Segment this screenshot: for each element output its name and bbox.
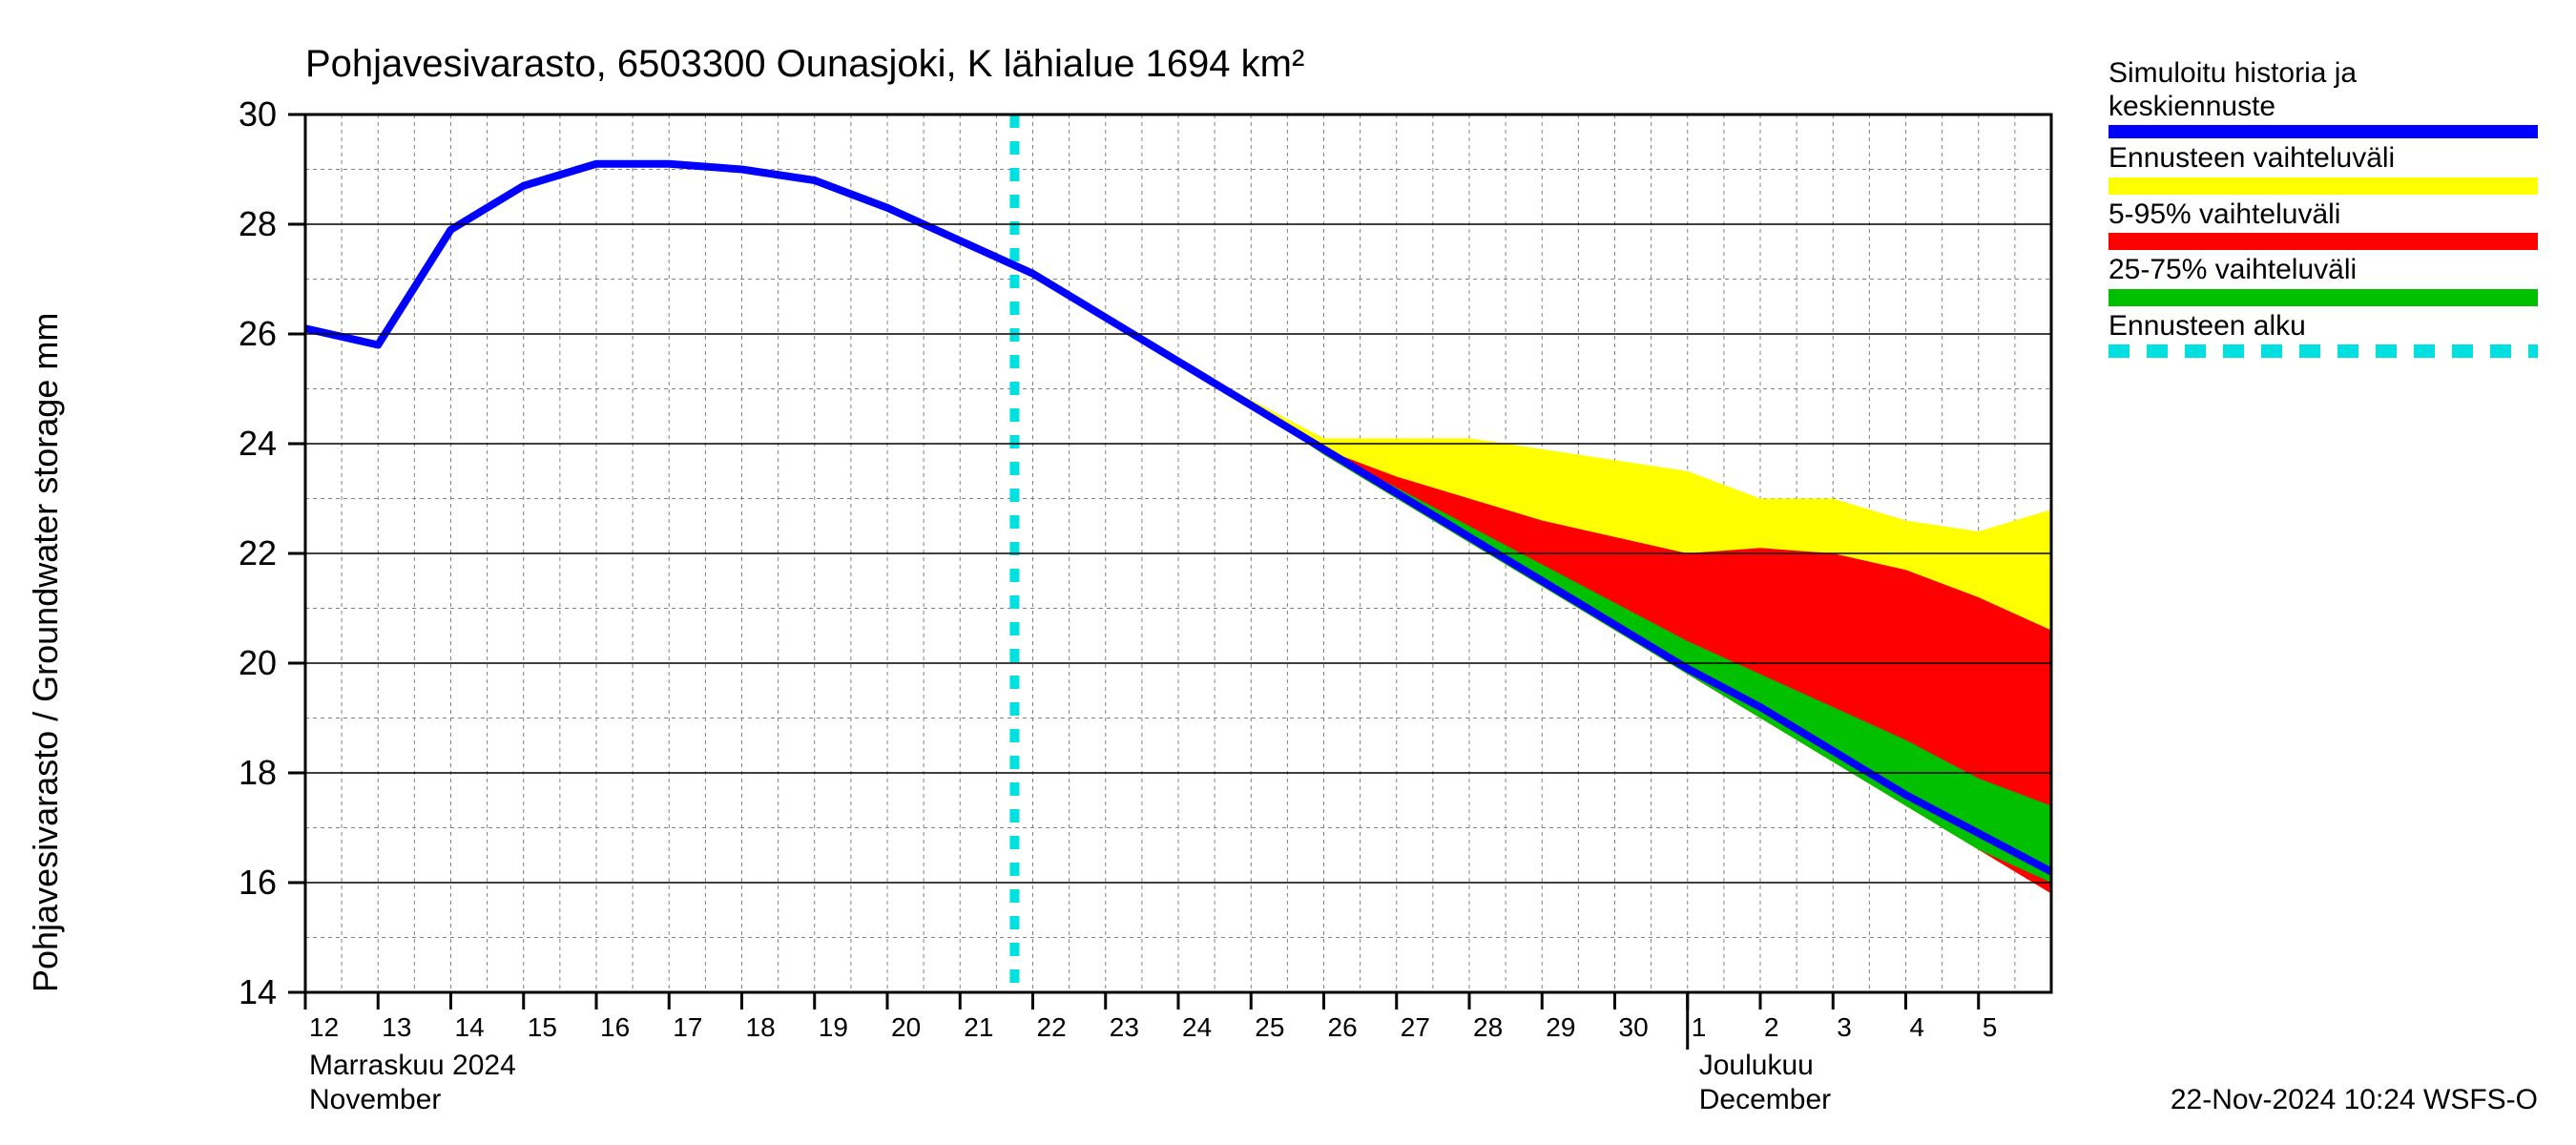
chart-container: 1416182022242628301213141516171819202122… — [0, 0, 2576, 1145]
x-tick-label: 29 — [1546, 1012, 1575, 1042]
x-tick-label: 5 — [1983, 1012, 1998, 1042]
y-tick-label: 14 — [239, 972, 277, 1011]
x-tick-label: 24 — [1182, 1012, 1212, 1042]
legend-label: Ennusteen alku — [2109, 310, 2538, 344]
x-tick-label: 19 — [819, 1012, 848, 1042]
legend-item: 25-75% vaihteluväli — [2109, 254, 2538, 306]
y-tick-label: 20 — [239, 643, 277, 682]
y-tick-label: 24 — [239, 424, 277, 463]
x-tick-label: 27 — [1401, 1012, 1430, 1042]
x-tick-label: 23 — [1110, 1012, 1139, 1042]
month2-en: December — [1699, 1084, 1831, 1115]
legend-swatch — [2109, 125, 2538, 138]
y-tick-label: 28 — [239, 204, 277, 243]
legend-swatch — [2109, 344, 2538, 358]
x-tick-label: 25 — [1255, 1012, 1284, 1042]
x-tick-label: 2 — [1764, 1012, 1779, 1042]
x-tick-label: 21 — [964, 1012, 993, 1042]
timestamp: 22-Nov-2024 10:24 WSFS-O — [2171, 1084, 2538, 1116]
y-tick-label: 30 — [239, 94, 277, 134]
y-axis-label: Pohjavesivarasto / Groundwater storage m… — [26, 313, 65, 992]
x-tick-label: 30 — [1619, 1012, 1649, 1042]
legend-swatch — [2109, 289, 2538, 306]
legend-label: Simuloitu historia ja keskiennuste — [2109, 57, 2538, 123]
legend-label: 25-75% vaihteluväli — [2109, 254, 2538, 287]
y-tick-label: 26 — [239, 314, 277, 353]
legend-item: Simuloitu historia ja keskiennuste — [2109, 57, 2538, 138]
x-tick-label: 18 — [746, 1012, 776, 1042]
legend-item: Ennusteen alku — [2109, 310, 2538, 359]
x-tick-label: 20 — [891, 1012, 921, 1042]
legend-label: 5-95% vaihteluväli — [2109, 198, 2538, 232]
x-tick-label: 22 — [1037, 1012, 1067, 1042]
x-tick-label: 13 — [382, 1012, 411, 1042]
x-tick-label: 1 — [1692, 1012, 1707, 1042]
x-tick-label: 16 — [600, 1012, 630, 1042]
chart-title: Pohjavesivarasto, 6503300 Ounasjoki, K l… — [305, 43, 1304, 85]
x-tick-label: 12 — [309, 1012, 339, 1042]
x-tick-label: 28 — [1473, 1012, 1503, 1042]
x-tick-label: 14 — [455, 1012, 485, 1042]
x-tick-label: 15 — [528, 1012, 557, 1042]
legend: Simuloitu historia ja keskiennuste Ennust… — [2109, 57, 2538, 362]
x-tick-label: 26 — [1328, 1012, 1358, 1042]
month1-en: November — [309, 1084, 441, 1115]
y-tick-label: 22 — [239, 533, 277, 572]
y-tick-label: 18 — [239, 753, 277, 792]
x-tick-label: 3 — [1837, 1012, 1852, 1042]
legend-swatch — [2109, 233, 2538, 250]
legend-swatch — [2109, 177, 2538, 195]
legend-label: Ennusteen vaihteluväli — [2109, 142, 2538, 176]
month2-fi: Joulukuu — [1699, 1050, 1814, 1081]
legend-item: 5-95% vaihteluväli — [2109, 198, 2538, 251]
x-tick-label: 4 — [1910, 1012, 1925, 1042]
y-tick-label: 16 — [239, 863, 277, 902]
x-tick-label: 17 — [673, 1012, 702, 1042]
month1-fi: Marraskuu 2024 — [309, 1050, 516, 1081]
legend-item: Ennusteen vaihteluväli — [2109, 142, 2538, 195]
